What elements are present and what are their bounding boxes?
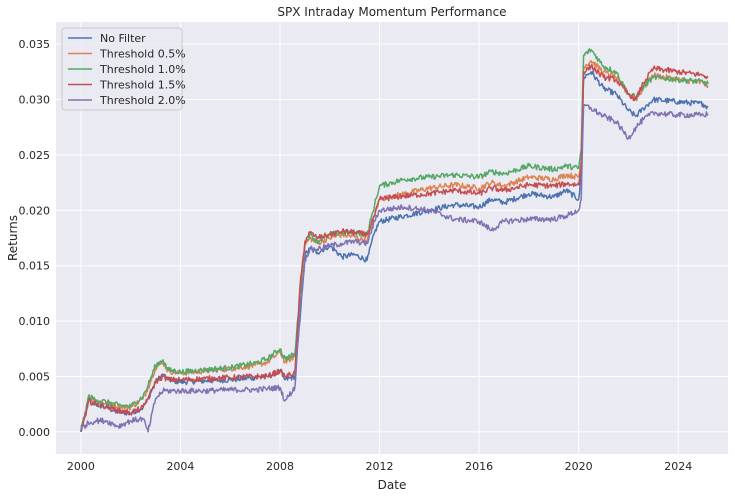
x-tick-labels: 2000 2004 2008 2012 2016 2020 2024 [67, 460, 692, 473]
series-line-3 [80, 48, 709, 432]
y-tick-label: 0.020 [19, 204, 51, 217]
y-axis-title: Returns [6, 215, 20, 261]
x-tick-label: 2020 [565, 460, 593, 473]
y-tick-label: 0.015 [19, 260, 51, 273]
y-tick-label: 0.025 [19, 149, 51, 162]
y-tick-labels: 0.000 0.005 0.010 0.015 0.020 0.025 0.030 0.035 [19, 38, 51, 439]
y-tick-label: 0.005 [19, 370, 51, 383]
series-line-1 [80, 70, 709, 432]
x-tick-label: 2012 [366, 460, 394, 473]
legend-label: Threshold 1.0% [99, 63, 186, 76]
x-tick-label: 2004 [166, 460, 194, 473]
y-tick-label: 0.035 [19, 38, 51, 51]
x-tick-label: 2000 [67, 460, 95, 473]
legend-label: Threshold 1.5% [99, 79, 186, 92]
x-axis-title: Date [378, 478, 407, 492]
legend-label: No Filter [100, 32, 146, 45]
y-tick-label: 0.010 [19, 315, 51, 328]
y-tick-label: 0.030 [19, 94, 51, 107]
y-tick-label: 0.000 [19, 426, 51, 439]
x-tick-label: 2008 [266, 460, 294, 473]
series-line-5 [80, 103, 709, 433]
x-tick-label: 2016 [465, 460, 493, 473]
legend-label: Threshold 2.0% [99, 94, 186, 107]
chart-title: SPX Intraday Momentum Performance [277, 5, 506, 19]
x-tick-label: 2024 [664, 460, 692, 473]
series-lines [80, 48, 709, 433]
legend-box [61, 27, 183, 111]
series-line-4 [80, 63, 709, 433]
legend-label: Threshold 0.5% [99, 48, 186, 61]
legend: No Filter Threshold 0.5% Threshold 1.0% Thr… [61, 27, 186, 111]
